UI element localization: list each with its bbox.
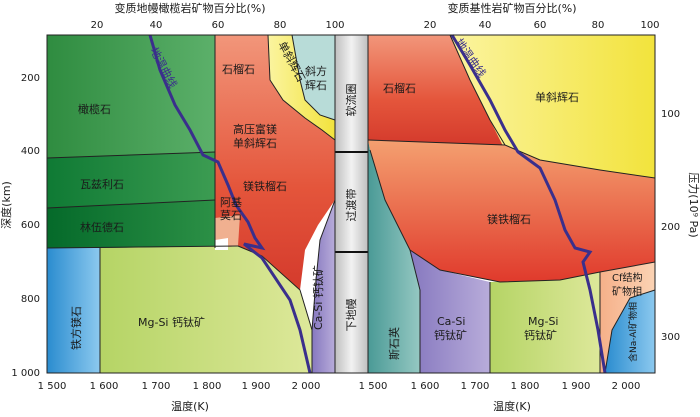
label-lower-mantle: 下地幔 bbox=[345, 299, 358, 332]
garnet-field-right bbox=[368, 35, 505, 145]
garnet-field bbox=[215, 35, 335, 290]
geotherm-curve-right bbox=[450, 34, 607, 374]
label-casi-right-2: 钙钛矿 bbox=[434, 328, 467, 342]
label-ferropericlase: 铁方镁石 bbox=[69, 306, 83, 350]
depth-tick: 1 000 bbox=[11, 368, 40, 379]
label-cf-phase-2: 矿物相 bbox=[612, 285, 642, 298]
mgsi-perovskite-field-right bbox=[490, 272, 600, 373]
ringwoodite-field bbox=[47, 200, 215, 248]
label-mgsi-perovskite: Mg-Si 钙钛矿 bbox=[138, 315, 205, 329]
stishovite-field bbox=[368, 140, 420, 373]
label-garnet: 石榴石 bbox=[222, 62, 255, 76]
bottom-axis-title-left: 温度(K) bbox=[171, 399, 209, 413]
right-panel-frame bbox=[367, 34, 656, 374]
left-panel-labels: 橄榄石 瓦兹利石 林伍德石 铁方镁石 Mg-Si 钙钛矿 石榴石 高压富镁 单斜… bbox=[69, 39, 327, 350]
depth-tick: 400 bbox=[21, 146, 40, 157]
label-cpx-2: 辉石 bbox=[305, 79, 327, 92]
depth-tick: 800 bbox=[21, 294, 40, 305]
left-axis-title: 深度(km) bbox=[0, 181, 13, 229]
bottom-ticks-left: 1 500 1 600 1 700 1 800 1 900 2 000 bbox=[38, 381, 321, 392]
left-ticks: 200 400 600 800 1 000 bbox=[11, 73, 40, 379]
na-al-phase-field bbox=[605, 290, 655, 373]
middle-band-labels: 软流圈 过渡带 下地幔 bbox=[344, 84, 358, 332]
ferropericlase-field bbox=[47, 248, 100, 373]
cf-phase-field bbox=[600, 262, 655, 373]
top-tick-right: 40 bbox=[479, 20, 492, 31]
label-akimotoite-2: 莫石 bbox=[220, 209, 242, 222]
pressure-tick: 100 bbox=[661, 109, 680, 120]
mgsi-perovskite-field bbox=[100, 246, 312, 373]
label-mgsi-right-2: 钙钛矿 bbox=[524, 328, 557, 342]
top-tick-left: 60 bbox=[212, 20, 225, 31]
label-cpx-right: 单斜辉石 bbox=[535, 91, 579, 104]
label-ringwoodite: 林伍德石 bbox=[80, 220, 124, 234]
label-garnet-right: 石榴石 bbox=[383, 81, 416, 95]
top-tick-right: 80 bbox=[592, 20, 605, 31]
casi-perovskite-field bbox=[312, 200, 335, 373]
top-tick-right: 100 bbox=[640, 20, 659, 31]
bottom-ticks-right: 1 500 1 600 1 700 1 800 1 900 2 000 bbox=[359, 381, 641, 392]
temp-tick-right: 2 000 bbox=[612, 381, 641, 392]
temp-tick-right: 1 900 bbox=[562, 381, 591, 392]
temp-tick-left: 1 900 bbox=[242, 381, 271, 392]
temp-tick-left: 1 500 bbox=[38, 381, 67, 392]
label-olivine: 橄榄石 bbox=[78, 102, 111, 116]
label-hp-cpx-1: 高压富镁 bbox=[233, 122, 277, 136]
depth-tick: 200 bbox=[21, 73, 40, 84]
temp-tick-left: 1 800 bbox=[193, 381, 222, 392]
casi-perovskite-field-right bbox=[410, 250, 490, 373]
top-axis-title-right: 变质基性岩矿物百分比(%) bbox=[447, 1, 576, 15]
majorite-field-right bbox=[368, 140, 655, 282]
label-cpx-1: 斜方 bbox=[305, 64, 327, 78]
depth-tick: 600 bbox=[21, 220, 40, 231]
top-tick-left: 20 bbox=[91, 20, 104, 31]
right-panel bbox=[367, 34, 656, 374]
left-panel bbox=[46, 34, 336, 374]
right-boundaries bbox=[367, 34, 656, 374]
top-tick-left: 80 bbox=[274, 20, 287, 31]
top-tick-right: 20 bbox=[424, 20, 437, 31]
pressure-tick: 200 bbox=[661, 222, 680, 233]
label-transition-zone: 过渡带 bbox=[344, 189, 358, 222]
label-cf-phase-1: Cf结构 bbox=[612, 271, 643, 284]
temp-tick-right: 1 800 bbox=[511, 381, 540, 392]
label-hp-cpx-2: 单斜辉石 bbox=[233, 137, 277, 150]
pressure-tick: 300 bbox=[661, 332, 680, 343]
cpx-field bbox=[292, 35, 335, 120]
label-casi-right-1: Ca-Si bbox=[437, 315, 465, 328]
temp-tick-right: 1 600 bbox=[411, 381, 440, 392]
temp-tick-left: 1 600 bbox=[90, 381, 119, 392]
label-asthenosphere: 软流圈 bbox=[344, 84, 358, 117]
top-ticks-right: 20 40 60 80 100 bbox=[424, 20, 660, 31]
olivine-field bbox=[47, 35, 215, 158]
temp-tick-right: 1 500 bbox=[359, 381, 388, 392]
label-mgsi-right-1: Mg-Si bbox=[528, 315, 558, 328]
right-axis-title: 压力(10⁹ Pa) bbox=[687, 172, 700, 237]
cpx-field-right bbox=[450, 35, 655, 178]
label-wadsleyite: 瓦兹利石 bbox=[80, 178, 124, 191]
label-akimotoite-1: 阿基 bbox=[220, 196, 242, 209]
temp-tick-right: 1 700 bbox=[461, 381, 490, 392]
label-na-al-phase: 含Na-Al矿物相 bbox=[627, 302, 639, 362]
layer-band bbox=[335, 35, 368, 373]
temp-tick-left: 2 000 bbox=[292, 381, 321, 392]
label-casi-perovskite: Ca-Si 钙钛矿 bbox=[311, 265, 325, 330]
label-majorite: 镁铁榴石 bbox=[243, 179, 287, 193]
wadsleyite-field bbox=[47, 152, 215, 208]
label-stishovite: 斯石英 bbox=[387, 327, 401, 360]
top-axis-title-left: 变质地幔橄榄岩矿物百分比(%) bbox=[114, 1, 265, 15]
bottom-axis-title-right: 温度(K) bbox=[493, 399, 531, 413]
top-tick-left: 100 bbox=[325, 20, 344, 31]
right-ticks: 100 200 300 bbox=[661, 109, 680, 343]
top-ticks-left: 20 40 60 80 100 bbox=[91, 20, 345, 31]
top-tick-right: 60 bbox=[534, 20, 547, 31]
geotherm-curve-left bbox=[148, 34, 312, 374]
label-majorite-right: 镁铁榴石 bbox=[487, 212, 531, 226]
temp-tick-left: 1 700 bbox=[142, 381, 171, 392]
top-tick-left: 40 bbox=[150, 20, 163, 31]
akimotoite-notch bbox=[215, 238, 228, 250]
